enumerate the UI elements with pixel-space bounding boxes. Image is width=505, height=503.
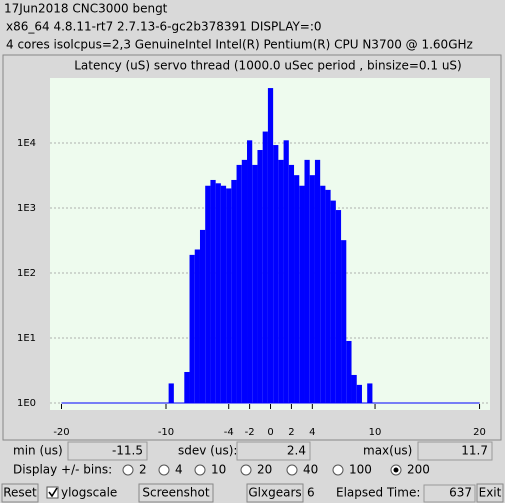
header-line: 4 cores isolcpus=2,3 GenuineIntel Intel(… bbox=[6, 38, 473, 52]
exit-label: Exit bbox=[479, 486, 502, 500]
header-line: 17Jun2018 CNC3000 bengt bbox=[4, 2, 168, 16]
x-tick-label: -4 bbox=[224, 427, 234, 438]
radio-button[interactable] bbox=[158, 464, 170, 476]
elapsed-field bbox=[423, 484, 476, 503]
histogram-bar bbox=[241, 159, 248, 403]
histogram-bar bbox=[278, 159, 284, 403]
histogram-bar bbox=[236, 164, 242, 403]
y-tick-label: 1E0 bbox=[17, 398, 36, 409]
histogram-bar bbox=[325, 189, 331, 403]
histogram-bar bbox=[252, 164, 258, 403]
reset-label: Reset bbox=[3, 486, 37, 500]
histogram-bar bbox=[283, 140, 289, 403]
histogram-bar bbox=[231, 179, 237, 403]
radio-button[interactable] bbox=[240, 464, 252, 476]
histogram-bar bbox=[262, 131, 268, 403]
y-tick-label: 1E2 bbox=[17, 268, 36, 279]
stat-value: 2.4 bbox=[287, 444, 306, 458]
histogram-bar bbox=[210, 179, 216, 403]
bins-label: Display +/- bins: bbox=[13, 463, 112, 477]
radio-button[interactable] bbox=[194, 464, 206, 476]
stat-field bbox=[417, 441, 493, 461]
y-tick-label: 1E3 bbox=[17, 203, 36, 214]
histogram-bar bbox=[320, 185, 326, 403]
reset-button[interactable] bbox=[1, 483, 39, 503]
histogram-bar bbox=[299, 185, 305, 403]
histogram-bar bbox=[367, 383, 373, 403]
stat-label: min (us) bbox=[13, 444, 63, 458]
histogram-bar bbox=[341, 240, 347, 403]
radio-label: 40 bbox=[303, 463, 318, 477]
histogram-bar bbox=[330, 200, 336, 403]
screenshot-button[interactable] bbox=[138, 483, 214, 503]
exit-button[interactable] bbox=[476, 483, 504, 503]
radio-label: 20 bbox=[257, 463, 272, 477]
radio-label: 10 bbox=[211, 463, 226, 477]
histogram-bar bbox=[257, 150, 263, 403]
elapsed-value: 637 bbox=[449, 486, 472, 500]
histogram-bar bbox=[346, 340, 352, 403]
histogram-bar bbox=[168, 383, 174, 403]
stat-label: max(us) bbox=[363, 444, 412, 458]
stat-value: -11.5 bbox=[112, 444, 143, 458]
x-tick-label: 4 bbox=[309, 427, 315, 438]
x-tick-label: 10 bbox=[369, 427, 382, 438]
header-line: x86_64 4.8.11-rt7 2.7.13-6-gc2b378391 DI… bbox=[6, 20, 322, 34]
histogram-bar bbox=[247, 140, 253, 403]
stat-field bbox=[236, 441, 311, 461]
x-tick-label: -10 bbox=[158, 427, 174, 438]
histogram-bar bbox=[194, 249, 200, 403]
histogram-bar bbox=[273, 145, 279, 403]
histogram-bar bbox=[184, 371, 190, 403]
glxgears-count: 6 bbox=[307, 486, 315, 500]
screenshot-label: Screenshot bbox=[142, 486, 209, 500]
x-tick-label: 20 bbox=[473, 427, 486, 438]
histogram-bar bbox=[314, 159, 321, 403]
radio-button[interactable] bbox=[332, 464, 344, 476]
histogram-bar bbox=[199, 229, 206, 403]
glxgears-label: Glxgears bbox=[248, 486, 301, 500]
histogram-bar bbox=[267, 88, 274, 403]
x-tick-label: 0 bbox=[267, 427, 273, 438]
histogram-bar bbox=[189, 254, 195, 403]
radio-dot bbox=[393, 467, 399, 473]
histogram-bar bbox=[304, 159, 310, 403]
histogram-bar bbox=[226, 188, 232, 403]
stat-label: sdev (us): bbox=[178, 444, 237, 458]
histogram-bar bbox=[294, 175, 300, 403]
x-tick-label: 2 bbox=[288, 427, 294, 438]
x-tick-label: -2 bbox=[245, 427, 255, 438]
elapsed-label: Elapsed Time: bbox=[336, 486, 420, 500]
radio-button[interactable] bbox=[122, 464, 134, 476]
y-tick-label: 1E1 bbox=[17, 333, 36, 344]
stat-value: 11.7 bbox=[461, 444, 488, 458]
glxgears-button[interactable] bbox=[246, 483, 304, 503]
checkmark bbox=[48, 487, 58, 498]
histogram-bar bbox=[288, 164, 295, 403]
histogram-bar bbox=[335, 210, 342, 403]
histogram-bar bbox=[356, 384, 362, 403]
ylogscale-checkbox[interactable] bbox=[46, 486, 59, 499]
histogram-bar bbox=[220, 185, 227, 403]
chart-title: Latency (uS) servo thread (1000.0 uSec p… bbox=[74, 59, 461, 73]
histogram-bar bbox=[309, 175, 315, 403]
histogram-bar bbox=[351, 374, 357, 403]
radio-label: 100 bbox=[349, 463, 372, 477]
x-tick-label: -20 bbox=[53, 427, 69, 438]
stat-field bbox=[67, 441, 148, 461]
radio-label: 200 bbox=[407, 463, 430, 477]
radio-label: 4 bbox=[175, 463, 183, 477]
histogram-bar bbox=[205, 185, 211, 403]
radio-label: 2 bbox=[139, 463, 147, 477]
y-tick-label: 1E4 bbox=[17, 138, 36, 149]
histogram-bar bbox=[215, 183, 221, 403]
radio-button[interactable] bbox=[286, 464, 298, 476]
checkbox-label: ylogscale bbox=[61, 486, 117, 500]
